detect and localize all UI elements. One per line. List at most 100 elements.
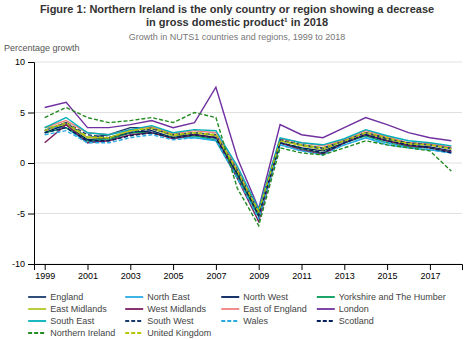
legend-label: West Midlands <box>147 304 206 314</box>
legend-label: London <box>339 304 369 314</box>
legend-swatch <box>221 296 239 298</box>
tick-label: 2007 <box>206 271 226 281</box>
tick: 2017 <box>420 264 440 281</box>
tick: -5 <box>17 209 34 219</box>
legend-label: Yorkshire and The Humber <box>339 292 446 302</box>
tick: 2015 <box>378 264 398 281</box>
tick-mark <box>28 113 34 114</box>
tick-label: -10 <box>12 259 25 269</box>
tick-label: 2015 <box>378 271 398 281</box>
tick: 1999 <box>35 264 55 281</box>
series-line <box>45 131 452 219</box>
legend-swatch <box>28 320 46 322</box>
legend-swatch <box>28 332 46 334</box>
tick-mark <box>28 62 34 63</box>
axis-line <box>28 63 35 265</box>
series-line <box>45 107 452 225</box>
legend-swatch <box>317 320 335 322</box>
legend-swatch <box>221 308 239 310</box>
tick-label: 2017 <box>420 271 440 281</box>
grid-line <box>34 62 462 63</box>
legend-label: South West <box>147 316 194 326</box>
tick-label: 5 <box>20 108 25 118</box>
series-line <box>45 128 452 216</box>
x-axis: 1999 2001 2003 2005 2007 2009 2011 2013 2015 2017 <box>35 264 463 281</box>
legend-swatch <box>125 320 143 322</box>
tick: 2013 <box>335 264 355 281</box>
legend-label: East Midlands <box>50 304 107 314</box>
legend-swatch <box>28 296 46 298</box>
tick: 2003 <box>121 264 141 281</box>
title: in gross domestic product¹ in 2018 <box>146 16 328 28</box>
legend-item: Wales <box>221 316 268 326</box>
legend-label: England <box>50 292 83 302</box>
legend-label: North West <box>243 292 288 302</box>
legend-item: West Midlands <box>125 304 206 314</box>
tick-label: 0 <box>20 158 25 168</box>
legend-item: East Midlands <box>28 304 107 314</box>
legend-item: United Kingdom <box>125 328 211 338</box>
legend-item: South West <box>125 316 194 326</box>
legend-item: North West <box>221 292 288 302</box>
legend-label: United Kingdom <box>147 328 211 338</box>
tick: 2007 <box>206 264 226 281</box>
subtitle: Growth in NUTS1 countries and regions, 1… <box>129 32 346 42</box>
tick-mark <box>302 264 303 270</box>
legend-item: East of England <box>221 304 307 314</box>
grid-line <box>34 163 462 164</box>
tick-mark <box>216 264 217 270</box>
series-line <box>45 123 452 212</box>
tick-label: 2003 <box>121 271 141 281</box>
tick: 10 <box>15 57 34 67</box>
plot: 1999 2001 2003 2005 2007 2009 2011 2013 2015 2017… <box>12 57 463 281</box>
tick-mark <box>45 264 46 270</box>
grid <box>34 62 462 264</box>
lines <box>45 87 452 225</box>
grid-line <box>34 112 462 113</box>
legend-swatch <box>28 308 46 310</box>
title: Figure 1: Northern Ireland is the only c… <box>40 3 434 15</box>
legend-label: North East <box>147 292 190 302</box>
legend-swatch <box>125 332 143 334</box>
tick: 2011 <box>292 264 311 281</box>
tick: 2005 <box>164 264 184 281</box>
legend: England North East North West Yorkshire and… <box>28 292 446 338</box>
legend-swatch <box>317 296 335 298</box>
tick-label: 10 <box>15 57 25 67</box>
grid-line <box>34 213 462 214</box>
legend-label: Northern Ireland <box>50 328 115 338</box>
tick-label: 2009 <box>249 271 269 281</box>
tick-mark <box>430 264 431 270</box>
tick-label: -5 <box>17 209 25 219</box>
tick-label: 2005 <box>164 271 184 281</box>
tick-mark <box>387 264 388 270</box>
tick-mark <box>28 214 34 215</box>
legend-item: Scotland <box>317 316 374 326</box>
legend-item: North East <box>125 292 190 302</box>
chart: Figure 1: Northern Ireland is the only c… <box>0 0 474 339</box>
tick: 2001 <box>78 264 98 281</box>
tick-label: 2001 <box>78 271 98 281</box>
legend-item: England <box>28 292 83 302</box>
legend-item: South East <box>28 316 95 326</box>
tick-label: 2011 <box>292 271 311 281</box>
y-axis-label: Percentage growth <box>4 43 80 53</box>
legend-swatch <box>221 320 239 322</box>
tick-mark <box>28 264 34 265</box>
legend-label: South East <box>50 316 95 326</box>
tick-mark <box>130 264 131 270</box>
y-axis: -10 -5 0 5 10 <box>12 57 35 269</box>
legend-item: Yorkshire and The Humber <box>317 292 446 302</box>
tick-mark <box>259 264 260 270</box>
axis-line <box>35 265 463 271</box>
legend-swatch <box>125 308 143 310</box>
tick: 5 <box>20 108 34 118</box>
legend-label: Scotland <box>339 316 374 326</box>
tick: -10 <box>12 259 34 269</box>
tick-mark <box>28 163 34 164</box>
tick-mark <box>173 264 174 270</box>
tick-label: 1999 <box>35 271 55 281</box>
legend-label: East of England <box>243 304 307 314</box>
legend-item: London <box>317 304 369 314</box>
tick: 2009 <box>249 264 269 281</box>
